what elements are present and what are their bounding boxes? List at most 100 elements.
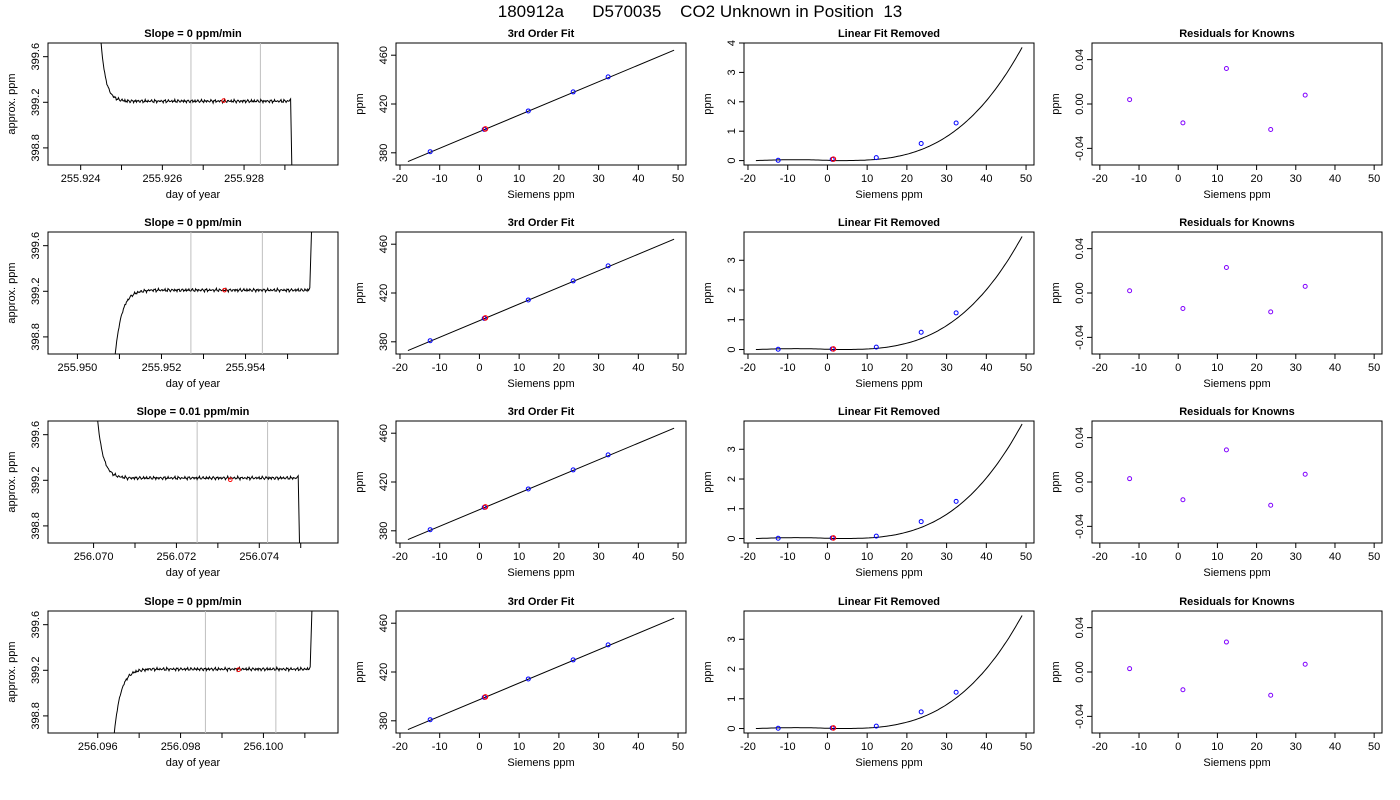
known-point [427, 717, 433, 723]
panel-title: Slope = 0 ppm/min [144, 217, 242, 229]
x-tick-label: 20 [553, 173, 565, 185]
y-tick-label: 420 [378, 663, 390, 681]
known-point [873, 533, 879, 539]
x-tick-label: 10 [513, 551, 525, 563]
x-tick-label: -20 [1092, 741, 1108, 753]
x-tick-label: 30 [940, 173, 952, 185]
panel-title: 3rd Order Fit [508, 406, 575, 418]
unknown-point [482, 694, 489, 700]
known-point [918, 519, 924, 525]
plot-data [755, 47, 1023, 163]
y-tick-label: 398.8 [30, 134, 42, 162]
x-tick-label: -10 [432, 551, 448, 563]
y-axis-label: ppm [354, 282, 366, 303]
x-tick-label: 0 [1175, 551, 1181, 563]
y-tick-label: 0 [726, 346, 738, 352]
x-tick-label: -20 [740, 173, 756, 185]
known-point [918, 141, 924, 147]
y-tick-label: 0.00 [1074, 471, 1086, 492]
y-axis-label: ppm [354, 471, 366, 492]
x-tick-label: 50 [1020, 741, 1032, 753]
x-tick-label: 40 [980, 362, 992, 374]
y-tick-label: 0 [726, 725, 738, 731]
known-point [570, 278, 576, 284]
x-tick-label: -10 [780, 173, 796, 185]
plot-data [755, 615, 1023, 731]
y-tick-label: 399.6 [30, 421, 42, 449]
x-tick-label: 255.924 [61, 173, 101, 185]
unknown-point [830, 346, 837, 352]
x-tick-label: 0 [476, 173, 482, 185]
unknown-point [830, 725, 837, 731]
residual-point [1127, 288, 1133, 294]
plot-frame [47, 42, 339, 166]
x-tick-label: 0 [476, 741, 482, 753]
y-tick-label: 399.6 [30, 232, 42, 260]
x-tick-label: 20 [1250, 551, 1262, 563]
x-tick-label: -20 [1092, 362, 1108, 374]
cubic-residual-curve [755, 236, 1023, 350]
panel-title: Residuals for Knowns [1179, 406, 1295, 418]
x-tick-label: 256.074 [239, 551, 279, 563]
x-tick-label: 256.098 [161, 741, 201, 753]
panel-time-series-row4: Slope = 0 ppm/min day of year approx. ppm 2… [6, 596, 339, 769]
x-axis-label: Siemens ppm [855, 567, 922, 579]
trace-line [100, 43, 293, 165]
residual-point [1302, 661, 1308, 667]
x-tick-label: 20 [901, 173, 913, 185]
x-tick-label: 40 [980, 741, 992, 753]
plot-frame [1091, 42, 1383, 166]
plot-frame [743, 420, 1035, 544]
x-tick-label: -20 [392, 173, 408, 185]
plot-data [407, 617, 675, 731]
panel-title: Residuals for Knowns [1179, 28, 1295, 40]
known-point [605, 74, 611, 80]
y-tick-label: 398.8 [30, 512, 42, 540]
y-tick-label: 2 [726, 99, 738, 105]
x-tick-label: -10 [432, 362, 448, 374]
x-tick-label: 10 [861, 551, 873, 563]
y-axis-label: ppm [702, 661, 714, 682]
x-tick-label: 50 [672, 362, 684, 374]
panel-fit-row1: 3rd Order Fit Siemens ppm ppm -20 -10 0 10 20 30… [354, 28, 687, 201]
trace-line [97, 421, 300, 543]
y-tick-label: 380 [378, 144, 390, 162]
x-axis-label: Siemens ppm [855, 189, 922, 201]
x-tick-label: -20 [392, 741, 408, 753]
x-tick-label: 10 [513, 362, 525, 374]
y-tick-label: 399.6 [30, 43, 42, 71]
plot-data [407, 427, 675, 541]
residual-point [1223, 66, 1229, 72]
y-tick-label: 460 [378, 614, 390, 632]
known-point [953, 498, 959, 504]
y-axis-label: approx. ppm [6, 73, 18, 134]
residual-point [1302, 283, 1308, 289]
x-tick-label: 10 [1211, 551, 1223, 563]
y-tick-label: 1 [726, 696, 738, 702]
x-tick-label: -10 [1131, 551, 1147, 563]
y-axis-label: approx. ppm [6, 262, 18, 323]
panel-linear-removed-row1: Linear Fit Removed Siemens ppm ppm -20 -10 0 1… [702, 28, 1035, 201]
x-tick-label: -20 [1092, 173, 1108, 185]
panel-residuals-row4: Residuals for Knowns Siemens ppm ppm -20 -10… [1050, 596, 1383, 769]
y-tick-label: 1 [726, 128, 738, 134]
panel-title: Slope = 0 ppm/min [144, 596, 242, 608]
y-axis-label: ppm [1050, 93, 1062, 114]
known-point [427, 338, 433, 344]
y-tick-label: 460 [378, 424, 390, 442]
y-tick-label: 4 [726, 40, 738, 46]
panel-title: Residuals for Knowns [1179, 596, 1295, 608]
x-tick-label: 10 [1211, 362, 1223, 374]
fit-line [407, 49, 675, 163]
trace-line [113, 611, 313, 733]
x-tick-label: 30 [940, 362, 952, 374]
panel-time-series-row2: Slope = 0 ppm/min day of year approx. ppm 2… [6, 217, 339, 390]
y-tick-label: 399.2 [30, 467, 42, 495]
panel-title: Slope = 0 ppm/min [144, 28, 242, 40]
x-tick-label: -20 [1092, 551, 1108, 563]
x-axis-label: Siemens ppm [1203, 567, 1270, 579]
x-tick-label: 10 [861, 741, 873, 753]
panel-title: 3rd Order Fit [508, 28, 575, 40]
y-tick-label: 398.8 [30, 323, 42, 351]
